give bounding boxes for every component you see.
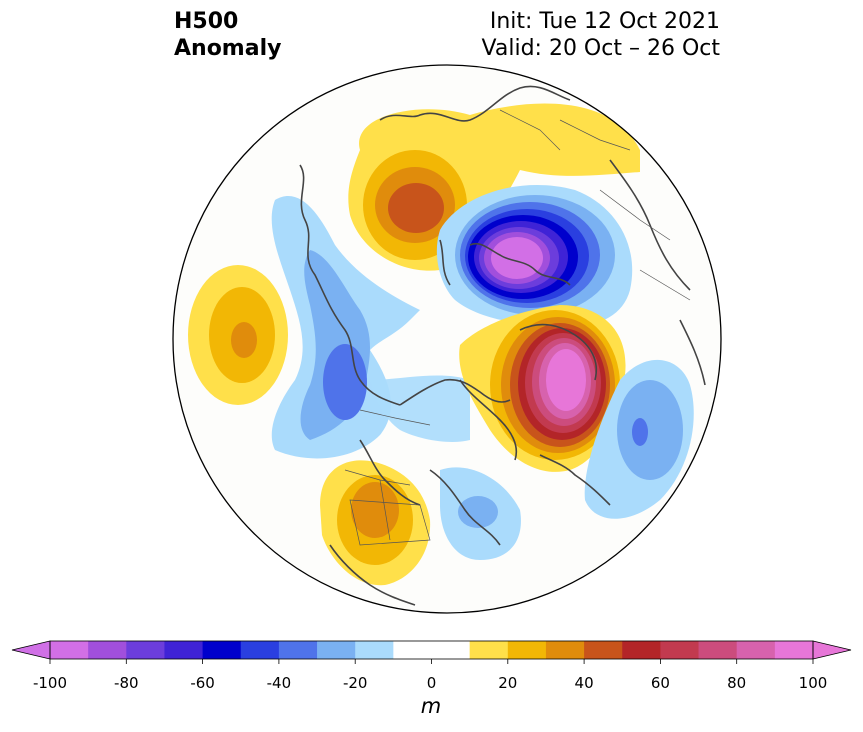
colorbar-cell [698,641,738,659]
colorbar-tick-label: -80 [114,674,139,692]
colorbar-tick-label: 100 [798,674,828,692]
colorbar-cell [660,641,700,659]
colorbar-tick-label: 60 [650,674,670,692]
colorbar [11,640,852,664]
borders [344,109,691,546]
colorbar-cell [469,641,509,659]
anomaly-pacific-ridge [188,265,288,405]
colorbar-tick-label: -100 [32,674,68,692]
coastlines [299,85,706,606]
colorbar-cell [202,641,242,659]
chart-title-right: Init: Tue 12 Oct 2021 Valid: 20 Oct – 26… [482,8,720,62]
colorbar-tick-label: 20 [498,674,518,692]
colorbar-cell [126,641,165,659]
colorbar-cell [507,641,547,659]
colorbar-cell [393,641,432,659]
colorbar-tick-label: -20 [342,674,368,692]
colorbar-cell [736,641,776,659]
colorbar-tick-label: 40 [574,674,594,692]
colorbar-cell [622,641,661,659]
colorbar-cell [545,641,585,659]
anomaly-east-us-core [458,496,498,528]
colorbar-cell [431,641,471,659]
anomaly-western-us-ridge [320,460,431,586]
anomaly-canada-trough [370,375,470,442]
anomaly-atlantic-trough [584,359,694,519]
polar-map [172,64,722,614]
map-boundary [172,64,722,614]
colorbar-cell [355,641,394,659]
colorbar-under-triangle [11,640,51,660]
init-time: Init: Tue 12 Oct 2021 [489,9,720,34]
colorbar-cell [317,641,356,659]
colorbar-cells [50,641,814,659]
colorbar-cell [50,641,89,659]
colorbar-ticks [49,659,814,664]
anomaly-fields [188,85,706,606]
colorbar-tick-label: -60 [190,674,215,692]
colorbar-cell [584,641,623,659]
colorbar-over-triangle [812,640,852,660]
anomaly-scandinavia-ridge [459,305,626,472]
title-field: Anomaly [174,36,282,61]
colorbar-tick-label: 80 [727,674,747,692]
colorbar-cell [774,641,814,659]
valid-period: Valid: 20 Oct – 26 Oct [481,36,720,61]
colorbar-cell [88,641,127,659]
title-variable: H500 [174,9,239,34]
chart-title-left: H500 Anomaly [174,8,281,62]
colorbar-units: m [420,694,442,718]
colorbar-cell [240,641,280,659]
colorbar-cell [164,641,204,659]
colorbar-tick-label: 0 [426,674,437,692]
colorbar-cell [278,641,318,659]
colorbar-tick-label: -40 [266,674,292,692]
